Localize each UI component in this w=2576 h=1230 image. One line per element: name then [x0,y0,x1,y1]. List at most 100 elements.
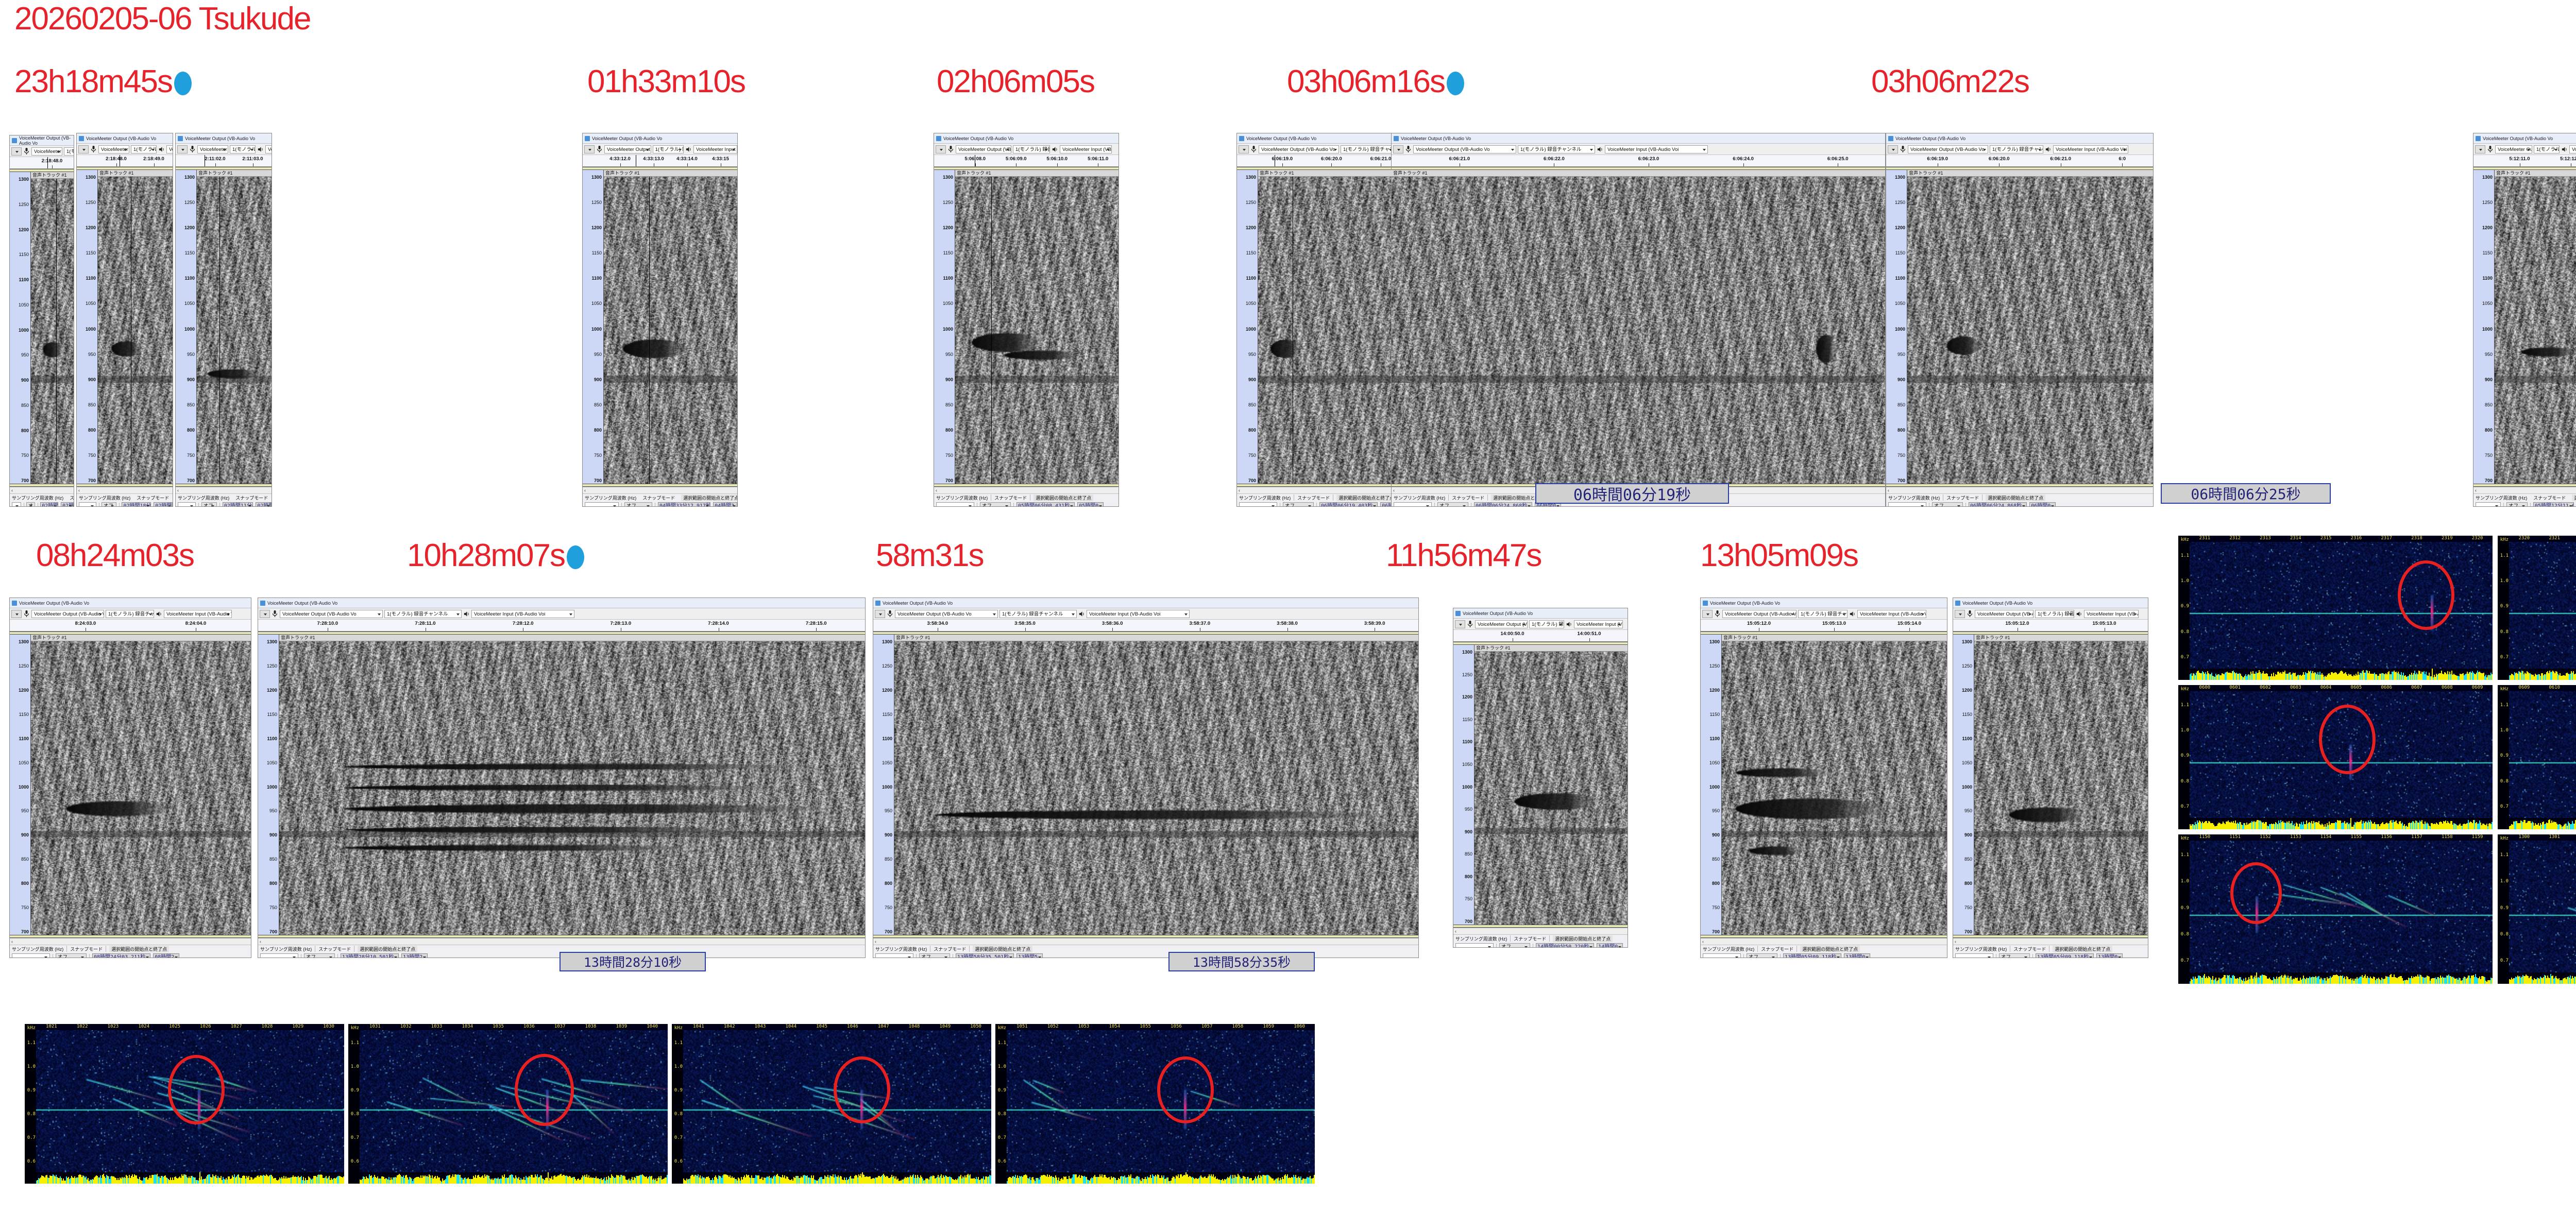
sample-rate-combo[interactable] [936,502,974,506]
selection-end-field[interactable]: 04時間3 [713,502,737,506]
window-title-bar[interactable]: VoiceMeeter Output (VB-Audio Vo [1886,133,2153,144]
horizontal-scrollbar[interactable]: ‹ [1453,928,1628,934]
sample-rate-combo[interactable] [875,953,913,958]
horizontal-scrollbar[interactable]: ‹ [1953,938,2148,945]
playback-device-combo[interactable]: VoiceMeeter Input (VB-Audio Voi [1574,620,1623,628]
selection-end-field[interactable]: 13時間0 [1844,953,1871,958]
window-title-bar[interactable]: VoiceMeeter Output (VB-Audio Vo [1701,598,1947,608]
timeline-ruler[interactable]: 2:18:48.0 2:18:49.0 [77,155,173,167]
sdr-waterfall-field[interactable] [2509,542,2576,669]
device-toolbar[interactable]: VoiceMeeter Output (VB-Audio Vo1(モノラル) 録… [583,144,737,155]
window-title-bar[interactable]: VoiceMeeter Output (VB-Audio Vo [10,598,251,608]
spectrogram-view[interactable]: 音声トラック #1 [279,635,865,935]
track-panel[interactable]: 1300 1250 1200 1150 1100 1050 1000 950 900 850 800… [2473,170,2576,484]
timeline-ruler[interactable]: 7:28:10.0 7:28:11.0 7:28:12.0 7:28:13.0 7:28… [258,620,865,631]
recording-channel-combo[interactable]: 1(モノラル) 録音チャンネル [1013,145,1050,153]
playback-device-combo[interactable]: VoiceMeeter Input (VB-Audio Voi [265,145,272,153]
audacity-window[interactable]: VoiceMeeter Output (VB-Audio Vo VoiceMeet… [2473,133,2576,507]
recording-channel-combo[interactable]: 1(モノラル) 録音チャンネル [1529,620,1564,628]
sdr-waterfall-field[interactable] [360,1030,668,1172]
spectrogram-view[interactable]: 音声トラック #1 [31,635,251,935]
selection-toolbar[interactable]: サンプリング周波数 (Hz) スナップモード 選択範囲の開始点と終了点 オフ 06時間0… [1886,493,2153,506]
selection-end-field[interactable]: 06時間0 [2029,502,2056,506]
audacity-window[interactable]: VoiceMeeter Output (VB-Audio Vo VoiceMeet… [582,133,738,507]
spectrogram-view[interactable]: 音声トラック #1 [1475,645,1628,925]
recording-device-combo[interactable]: VoiceMeeter Output (VB-Audio Vo [98,145,129,153]
window-title-bar[interactable]: VoiceMeeter Output (VB-Audio Vo [934,133,1118,144]
selection-end-field[interactable]: 13時間0 [2096,953,2123,958]
scroll-left-arrow[interactable]: ‹ [1702,939,1704,944]
host-dropdown[interactable] [78,145,89,153]
timeline-ruler[interactable]: 6:06:21.0 6:06:22.0 6:06:23.0 6:06:24.0 6:06… [1392,155,1885,167]
audacity-window[interactable]: VoiceMeeter Output (VB-Audio Vo VoiceMeet… [1391,133,1886,507]
selection-toolbar[interactable]: サンプリング周波数 (Hz) スナップモード 選択範囲の開始点と終了点 オフ 08時間2… [10,945,251,958]
snap-mode-combo[interactable]: オフ [1283,502,1314,506]
sdr-spectrogram-panel[interactable]: kHz1.11.00.90.80.72320232123222323232423… [2498,536,2576,680]
timeline-ruler[interactable]: 3:58:34.0 3:58:35.0 3:58:36.0 3:58:37.0 3:58… [873,620,1418,631]
track-panel[interactable]: 1300 1250 1200 1150 1100 1050 1000 950 900 850 800… [77,170,173,484]
selection-start-field[interactable]: 06時間06分19.403秒 [1319,502,1378,506]
sample-rate-combo[interactable] [12,953,50,958]
selection-start-field[interactable]: 13時間05分09.118秒 [1783,953,1842,958]
timeline-ruler[interactable]: 6:06:19.0 6:06:20.0 6:06:21.0 6:0 [1886,155,2153,167]
timeline-quickplay-bar[interactable] [77,167,173,170]
window-title-bar[interactable]: VoiceMeeter Output (VB-Audio Vo [1453,608,1628,619]
host-dropdown[interactable] [1239,145,1249,153]
snap-mode-combo[interactable]: オフ [201,502,217,506]
timeline-quickplay-bar[interactable] [1453,642,1628,645]
window-title-bar[interactable]: VoiceMeeter Output (VB-Audio Vo [2473,133,2576,144]
selection-start-field[interactable]: 13時間28分10.501秒 [341,953,399,958]
timeline-quickplay-bar[interactable] [176,167,272,170]
recording-channel-combo[interactable]: 1(モノラル) 録音チャンネル [2534,145,2560,153]
timeline-quickplay-bar[interactable] [258,631,865,635]
recording-device-combo[interactable]: VoiceMeeter Output (VB-Audio Vo [1975,609,2033,618]
audacity-window[interactable]: VoiceMeeter Output (VB-Audio Vo VoiceMeet… [873,597,1419,958]
spectrogram-view[interactable]: 音声トラック #1 [1392,170,1885,484]
selection-start-field[interactable]: 05時間06分08.431秒 [1016,502,1075,506]
timeline-quickplay-bar[interactable] [1392,167,1885,170]
host-dropdown[interactable] [1955,609,1965,618]
recording-device-combo[interactable]: VoiceMeeter Output (VB-Audio Vo [1722,609,1797,618]
audacity-window[interactable]: VoiceMeeter Output (VB-Audio Vo VoiceMeet… [1700,597,1947,958]
audacity-window[interactable]: VoiceMeeter Output (VB-Audio Vo VoiceMeet… [9,135,74,507]
selection-end-field[interactable]: 13時間5 [1016,953,1043,958]
scroll-left-arrow[interactable]: ‹ [1455,929,1456,934]
track-panel[interactable]: 1300 1250 1200 1150 1100 1050 1000 950 900 850 800… [258,635,865,935]
recording-device-combo[interactable]: VoiceMeeter Output (VB-Audio Vo [31,147,62,156]
window-title-bar[interactable]: VoiceMeeter Output (VB-Audio Vo [1392,133,1885,144]
host-dropdown[interactable] [1702,609,1713,618]
track-panel[interactable]: 音声トラック #1 [1392,170,1885,484]
host-dropdown[interactable] [1888,145,1898,153]
playback-device-combo[interactable]: VoiceMeeter Input (VB-Audio Voi [2084,609,2139,618]
selection-toolbar[interactable]: サンプリング周波数 (Hz)スナップモード選択範囲の開始点と終了点オフ02時間1… [10,493,74,506]
spectrogram-view[interactable]: 音声トラック #1 [1907,170,2153,484]
scroll-left-arrow[interactable]: ‹ [11,488,13,493]
selection-start-field[interactable]: 13時間05分09.118秒 [2036,953,2094,958]
audacity-window[interactable]: VoiceMeeter Output (VB-Audio Vo VoiceMeet… [76,133,173,507]
horizontal-scrollbar[interactable]: ‹ [1886,487,2153,493]
horizontal-scrollbar[interactable]: ‹ [1701,938,1947,945]
window-title-bar[interactable]: VoiceMeeter Output (VB-Audio Vo [77,133,173,144]
recording-channel-combo[interactable]: 1(モノラル) 録音チャンネル [1518,145,1595,153]
timeline-quickplay-bar[interactable] [1237,167,1504,170]
recording-device-combo[interactable]: VoiceMeeter Output (VB-Audio Vo [604,145,651,153]
selection-start-field[interactable]: 04時間33分12.917秒 [657,502,711,506]
playback-device-combo[interactable]: VoiceMeeter Input (VB-Audio Voi [1605,145,1708,153]
horizontal-scrollbar[interactable]: ‹ [258,938,865,945]
playback-device-combo[interactable]: VoiceMeeter Input (VB-Audio Voi [166,145,173,153]
spectrogram-view[interactable]: 音声トラック #1 [197,170,272,484]
recording-channel-combo[interactable]: 1(モノラル) 録音チャンネル [131,145,157,153]
host-dropdown[interactable] [260,609,270,618]
track-panel[interactable]: 1300 1250 1200 1150 1100 1050 1000 950 900 850 800… [176,170,272,484]
audacity-window[interactable]: VoiceMeeter Output (VB-Audio Vo VoiceMeet… [9,597,251,958]
audacity-window[interactable]: VoiceMeeter Output (VB-Audio Vo VoiceMeet… [1953,597,2148,958]
snap-mode-combo[interactable]: オフ [1932,502,1963,506]
snap-mode-combo[interactable]: オフ [2506,502,2528,506]
sample-rate-combo[interactable] [1703,953,1741,958]
spectrogram-view[interactable]: 音声トラック #1 [98,170,173,484]
spectrogram-view[interactable]: 音声トラック #1 [2495,170,2576,484]
